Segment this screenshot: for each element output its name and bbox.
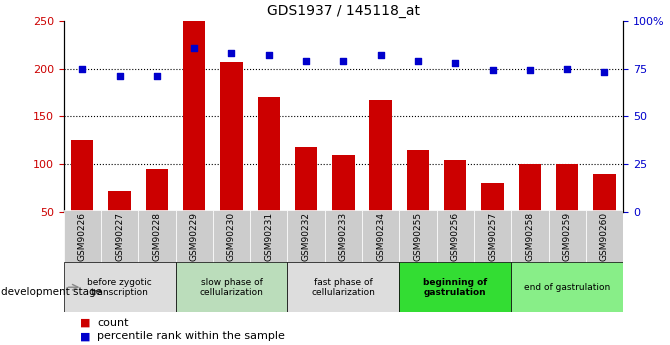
Text: count: count <box>97 318 129 327</box>
Point <box>226 50 237 56</box>
Point <box>189 45 200 50</box>
Bar <box>295 147 318 260</box>
Bar <box>511 262 623 312</box>
Bar <box>176 210 213 264</box>
Text: GSM90232: GSM90232 <box>302 212 311 261</box>
Bar <box>325 210 362 264</box>
Text: fast phase of
cellularization: fast phase of cellularization <box>312 277 375 297</box>
Bar <box>437 210 474 264</box>
Bar <box>369 100 392 260</box>
Bar <box>287 210 325 264</box>
Bar <box>64 262 176 312</box>
Text: GSM90227: GSM90227 <box>115 212 124 261</box>
Bar <box>399 210 437 264</box>
Point <box>375 52 386 58</box>
Bar <box>257 97 280 260</box>
Text: GSM90228: GSM90228 <box>152 212 161 261</box>
Text: GSM90234: GSM90234 <box>376 212 385 261</box>
Bar <box>444 159 466 260</box>
Bar <box>109 191 131 260</box>
Text: GSM90233: GSM90233 <box>339 212 348 261</box>
Point <box>487 68 498 73</box>
Text: GSM90256: GSM90256 <box>451 212 460 261</box>
Bar <box>250 210 287 264</box>
Bar <box>407 150 429 260</box>
Text: percentile rank within the sample: percentile rank within the sample <box>97 332 285 341</box>
Bar <box>64 210 101 264</box>
Text: beginning of
gastrulation: beginning of gastrulation <box>423 277 487 297</box>
Point <box>525 68 535 73</box>
Point <box>561 66 572 71</box>
Bar <box>71 140 94 260</box>
Point <box>263 52 274 58</box>
Bar <box>138 210 176 264</box>
Bar <box>399 262 511 312</box>
Bar <box>481 184 504 260</box>
Text: GSM90226: GSM90226 <box>78 212 87 261</box>
Text: before zygotic
transcription: before zygotic transcription <box>87 277 152 297</box>
Point <box>77 66 88 71</box>
Bar <box>213 210 250 264</box>
Point <box>450 60 460 66</box>
Bar <box>511 210 549 264</box>
Bar <box>586 210 623 264</box>
Text: slow phase of
cellularization: slow phase of cellularization <box>200 277 263 297</box>
Point <box>338 58 348 64</box>
Bar <box>183 21 206 260</box>
Text: GSM90257: GSM90257 <box>488 212 497 261</box>
Point <box>301 58 312 64</box>
Bar <box>519 164 541 260</box>
Bar <box>332 155 354 260</box>
Point <box>599 70 610 75</box>
Bar <box>549 210 586 264</box>
Text: GSM90229: GSM90229 <box>190 212 199 261</box>
Text: end of gastrulation: end of gastrulation <box>524 283 610 292</box>
Point <box>151 73 162 79</box>
Bar <box>287 262 399 312</box>
Text: GSM90255: GSM90255 <box>413 212 423 261</box>
Text: GSM90230: GSM90230 <box>227 212 236 261</box>
Text: development stage: development stage <box>1 287 103 296</box>
Text: GSM90231: GSM90231 <box>264 212 273 261</box>
Text: GSM90260: GSM90260 <box>600 212 609 261</box>
Text: ■: ■ <box>80 318 91 327</box>
Bar <box>101 210 138 264</box>
Bar <box>593 174 616 260</box>
Title: GDS1937 / 145118_at: GDS1937 / 145118_at <box>267 4 420 18</box>
Bar <box>176 262 287 312</box>
Text: ■: ■ <box>80 332 91 341</box>
Bar <box>362 210 399 264</box>
Bar <box>556 164 578 260</box>
Point <box>413 58 423 64</box>
Bar <box>474 210 511 264</box>
Point <box>114 73 125 79</box>
Text: GSM90259: GSM90259 <box>563 212 572 261</box>
Bar <box>220 62 243 260</box>
Bar <box>145 169 168 260</box>
Text: GSM90258: GSM90258 <box>525 212 535 261</box>
